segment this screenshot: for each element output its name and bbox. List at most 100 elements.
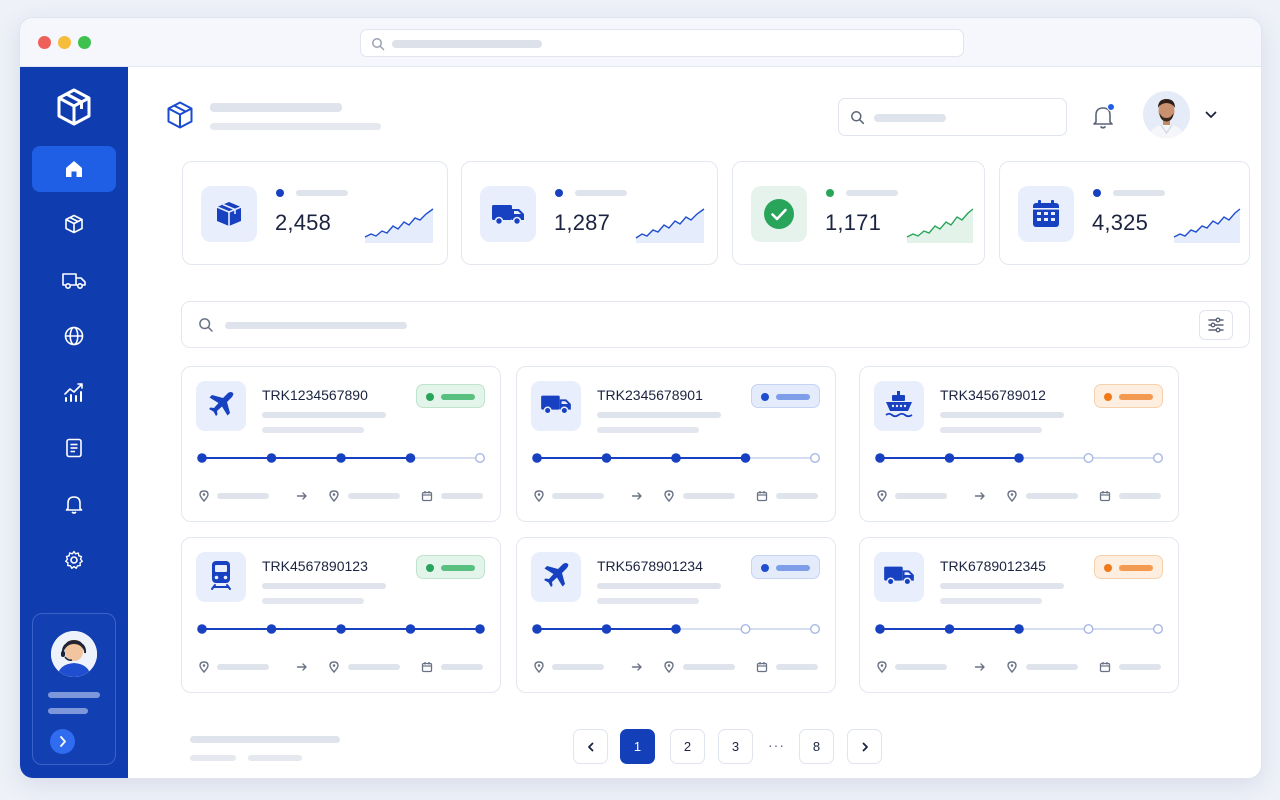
- pagination-ellipsis: ···: [768, 737, 785, 753]
- nav-packages[interactable]: [32, 201, 116, 247]
- date-placeholder: [1119, 664, 1161, 670]
- package-icon: [65, 214, 83, 234]
- chevron-right-icon: [60, 736, 66, 747]
- shipment-search-bar[interactable]: [181, 301, 1250, 348]
- page-button-1[interactable]: 1: [620, 729, 655, 764]
- globe-icon: [64, 326, 84, 346]
- date-placeholder: [441, 664, 483, 670]
- close-window-button[interactable]: [38, 36, 51, 49]
- shipment-card[interactable]: TRK5678901234: [516, 537, 836, 693]
- progress-step-pending: [1083, 452, 1094, 464]
- stat-card-delivered[interactable]: 1,171: [732, 161, 985, 265]
- search-input[interactable]: [838, 98, 1067, 136]
- origin-pin-icon: [876, 660, 888, 678]
- minimize-window-button[interactable]: [58, 36, 71, 49]
- status-badge: [1094, 555, 1163, 579]
- truck-icon: [62, 273, 86, 290]
- route-footer: [533, 660, 823, 674]
- stat-card-packages[interactable]: 2,458: [182, 161, 448, 265]
- calendar-icon: [756, 489, 768, 507]
- transport-mode-icon-wrap: [196, 381, 246, 431]
- chevron-left-icon: [587, 742, 593, 751]
- chevron-down-icon[interactable]: [1204, 108, 1218, 122]
- stat-card-scheduled[interactable]: 4,325: [999, 161, 1250, 265]
- nav-home[interactable]: [32, 146, 116, 192]
- sparkline: [635, 208, 705, 243]
- stat-icon-wrap: [201, 186, 257, 242]
- progress-step-done: [532, 624, 542, 634]
- shipment-card[interactable]: TRK3456789012: [859, 366, 1179, 522]
- progress-step-done: [336, 453, 346, 463]
- page-button-3[interactable]: 3: [718, 729, 753, 764]
- logo-icon: [57, 88, 91, 126]
- main-content: 2,458 1,287 1,171: [128, 67, 1261, 778]
- progress-step-done: [405, 453, 416, 463]
- shipment-card[interactable]: TRK4567890123: [181, 537, 501, 693]
- chevron-right-icon: [862, 742, 868, 751]
- calendar-icon: [756, 660, 768, 678]
- progress-step-pending: [810, 623, 821, 635]
- expand-button[interactable]: [50, 729, 75, 754]
- tracking-number: TRK5678901234: [597, 558, 703, 574]
- sparkline: [1173, 208, 1241, 243]
- stat-icon-wrap: [1018, 186, 1074, 242]
- progress-step-done: [197, 624, 207, 634]
- route-footer: [876, 660, 1166, 674]
- nav-settings[interactable]: [32, 537, 116, 583]
- shipment-card[interactable]: TRK2345678901: [516, 366, 836, 522]
- shipment-detail-placeholder: [940, 427, 1042, 433]
- agent-avatar: [51, 631, 97, 677]
- maximize-window-button[interactable]: [78, 36, 91, 49]
- stat-value: 1,287: [554, 210, 611, 235]
- progress-step-done: [671, 624, 681, 634]
- origin-placeholder: [552, 493, 604, 499]
- progress-step-pending: [810, 452, 821, 464]
- truck-icon: [539, 391, 573, 422]
- page-button-2[interactable]: 2: [670, 729, 705, 764]
- progress-track: [532, 452, 821, 464]
- destination-placeholder: [348, 493, 400, 499]
- shipment-detail-placeholder: [597, 412, 721, 418]
- stat-card-in-transit[interactable]: 1,287: [461, 161, 718, 265]
- shipment-card[interactable]: TRK1234567890: [181, 366, 501, 522]
- origin-placeholder: [552, 664, 604, 670]
- nav-documents[interactable]: [32, 425, 116, 471]
- gear-icon: [65, 550, 83, 569]
- calendar-icon: [421, 489, 433, 507]
- transport-mode-icon-wrap: [874, 381, 924, 431]
- truck-icon: [882, 562, 916, 593]
- nav-analytics[interactable]: [32, 369, 116, 415]
- destination-pin-icon: [1006, 489, 1018, 507]
- next-page-button[interactable]: [847, 729, 882, 764]
- prev-page-button[interactable]: [573, 729, 608, 764]
- page-subtitle: [210, 123, 381, 130]
- nav-global[interactable]: [32, 313, 116, 359]
- origin-placeholder: [895, 493, 947, 499]
- search-icon: [199, 318, 213, 332]
- search-placeholder: [225, 322, 407, 329]
- nav-notifications[interactable]: [32, 481, 116, 527]
- page-button-last[interactable]: 8: [799, 729, 834, 764]
- arrow-right-icon: [296, 660, 308, 678]
- origin-pin-icon: [533, 489, 545, 507]
- transport-mode-icon-wrap: [531, 552, 581, 602]
- calendar-icon: [1033, 200, 1059, 227]
- stat-icon-wrap: [480, 186, 536, 242]
- user-avatar[interactable]: [1143, 91, 1190, 138]
- check-circle-icon: [764, 199, 794, 229]
- status-badge: [751, 555, 820, 579]
- stat-label-placeholder: [296, 190, 348, 196]
- transport-mode-icon-wrap: [531, 381, 581, 431]
- address-bar[interactable]: [360, 29, 964, 57]
- arrow-right-icon: [974, 660, 986, 678]
- nav-fleet[interactable]: [32, 257, 116, 303]
- progress-step-done: [601, 453, 612, 463]
- filter-button[interactable]: [1199, 310, 1233, 340]
- search-icon: [851, 111, 865, 125]
- stat-indicator: [826, 189, 834, 197]
- shipment-card[interactable]: TRK6789012345: [859, 537, 1179, 693]
- shipment-detail-placeholder: [262, 427, 364, 433]
- route-footer: [533, 489, 823, 503]
- destination-pin-icon: [328, 660, 340, 678]
- notifications-button[interactable]: [1090, 103, 1116, 131]
